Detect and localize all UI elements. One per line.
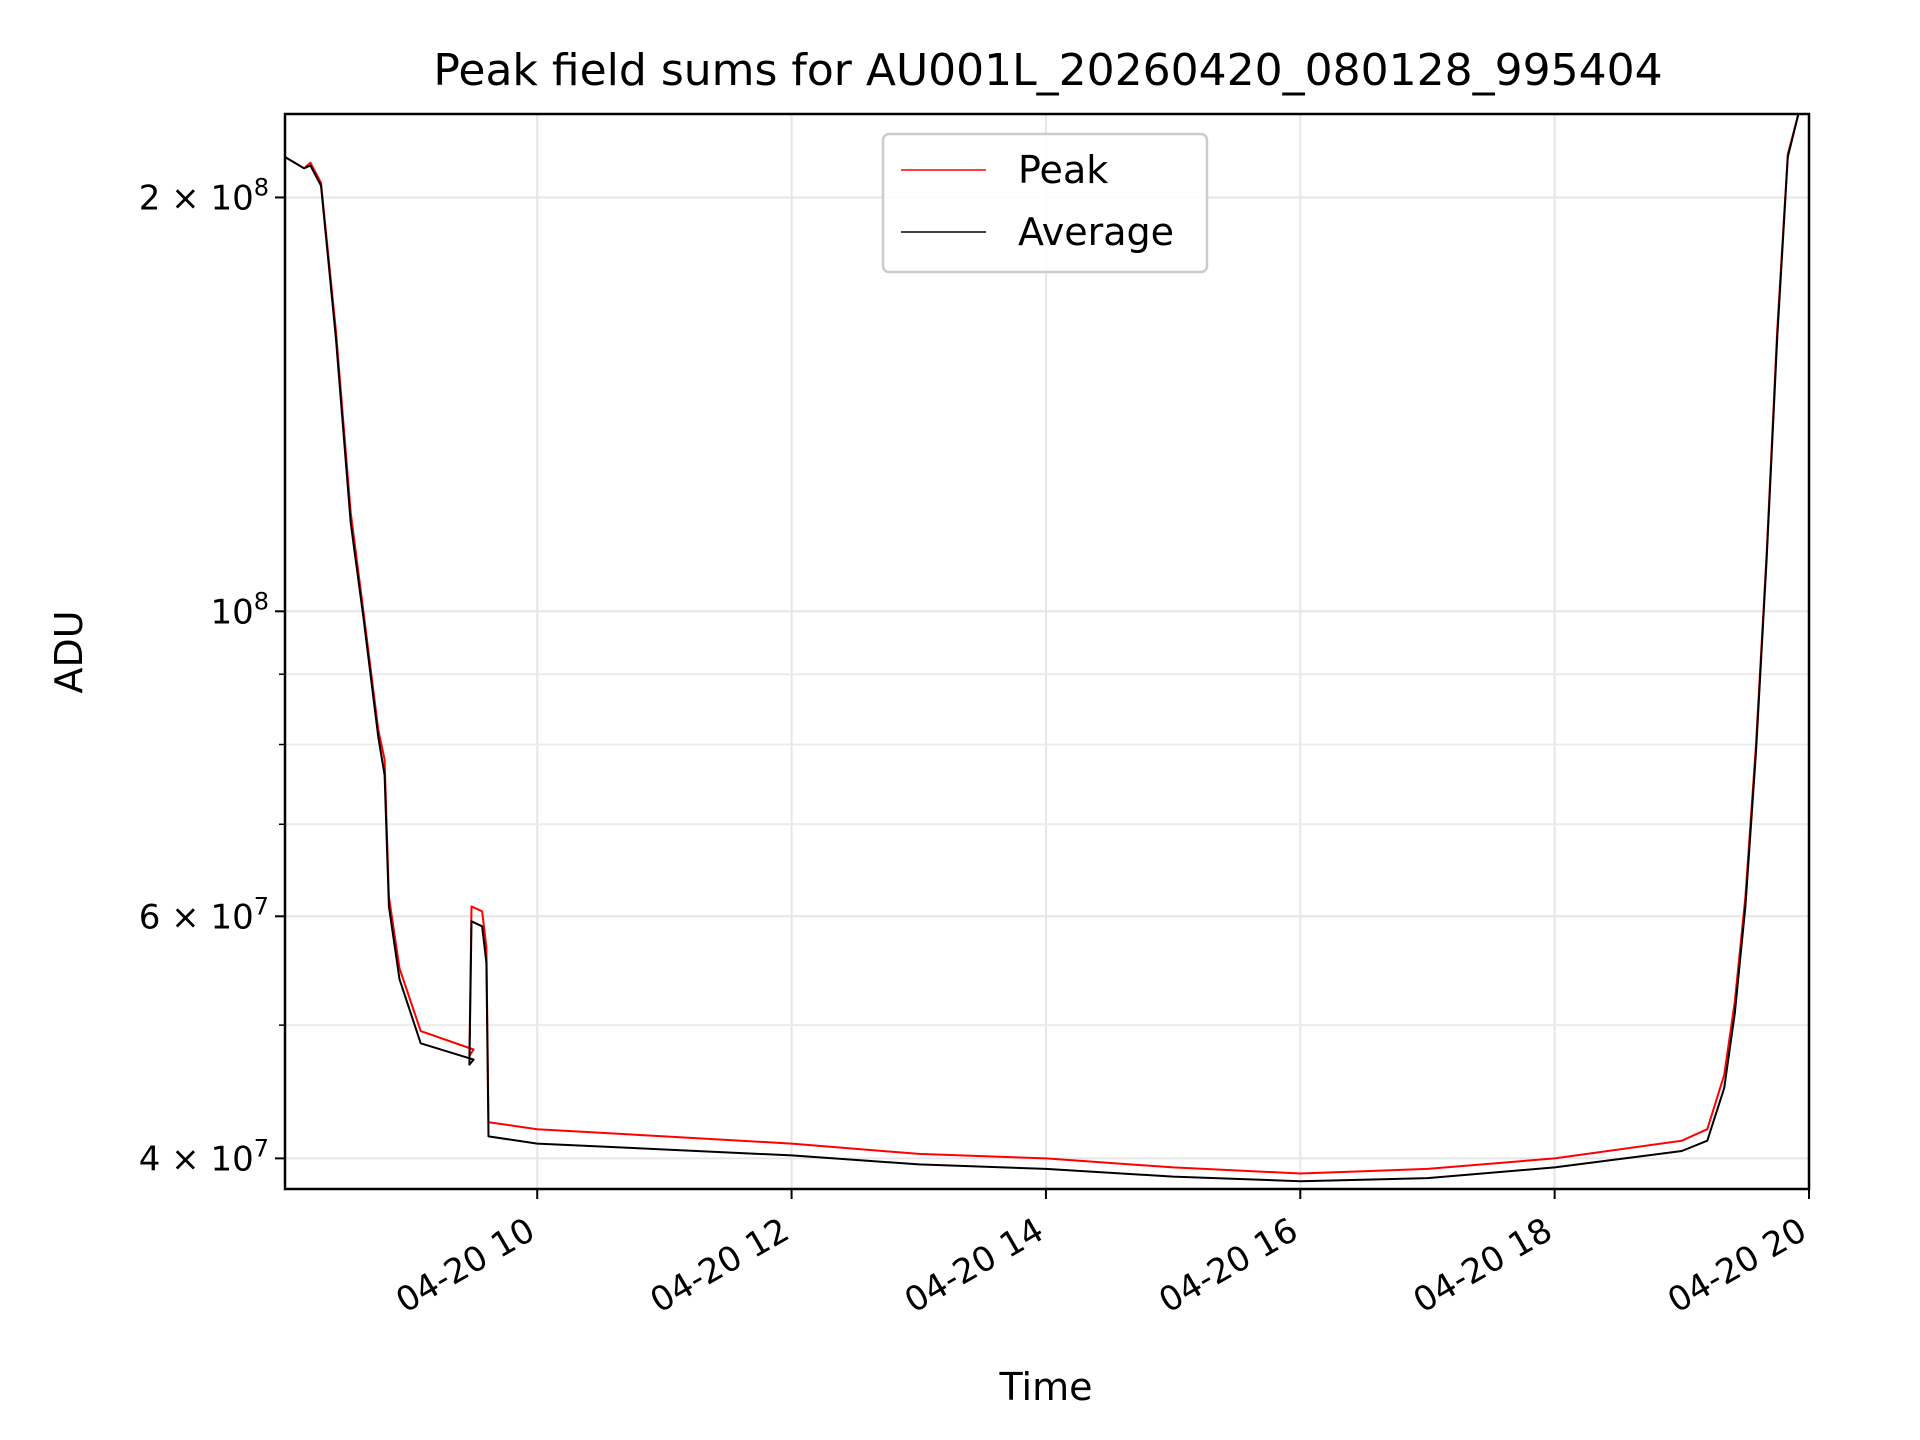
- x-tick-label: 04-20 18: [1407, 1210, 1559, 1321]
- legend-peak-label: Peak: [1018, 148, 1108, 192]
- plot-frame: [283, 112, 1811, 1191]
- y-tick-label: 6 × 107: [139, 892, 269, 937]
- y-axis: 4 × 107 6 × 107 108 2 × 108: [139, 173, 285, 1179]
- x-axis: 04-20 10 04-20 12 04-20 14 04-20 16 04-20 18…: [389, 1189, 1814, 1321]
- x-tick-label: 04-20 14: [898, 1210, 1050, 1321]
- x-tick-label: 04-20 10: [389, 1210, 541, 1321]
- x-axis-label: Time: [999, 1365, 1093, 1409]
- y-axis-label: ADU: [47, 610, 91, 693]
- legend: Peak Average: [881, 132, 1209, 274]
- legend-average-label: Average: [1018, 210, 1174, 254]
- x-tick-label: 04-20 12: [644, 1210, 796, 1321]
- x-tick-label: 04-20 16: [1152, 1210, 1304, 1321]
- x-tick-label: 04-20 20: [1661, 1210, 1813, 1321]
- legend-box: [881, 132, 1209, 274]
- chart-title: Peak field sums for AU001L_20260420_0801…: [433, 45, 1662, 96]
- y-tick-label: 4 × 107: [139, 1134, 269, 1179]
- series-line-average: [284, 113, 1800, 1183]
- series-layer: [284, 113, 1800, 1183]
- y-tick-label: 2 × 108: [139, 173, 269, 218]
- y-tick-label: 108: [210, 587, 269, 632]
- grid: [285, 114, 1810, 1189]
